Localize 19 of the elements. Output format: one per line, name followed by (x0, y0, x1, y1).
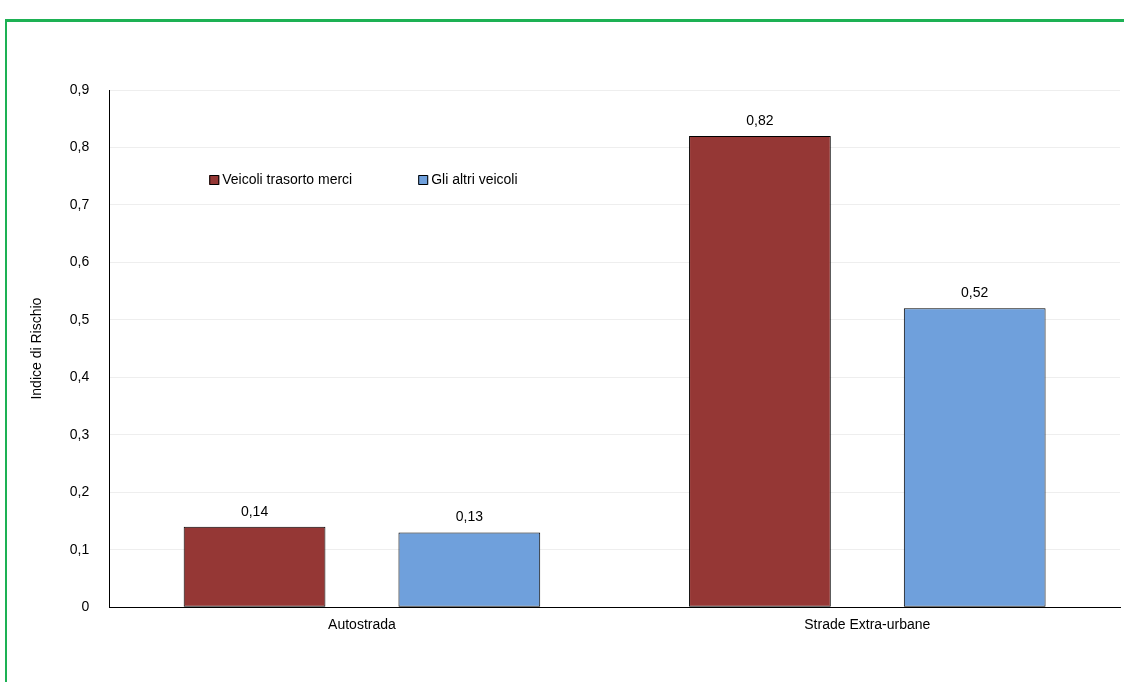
y-tick-label: 0,4 (69, 368, 90, 385)
y-tick-label: 0,1 (69, 540, 90, 557)
data-label: 0,14 (240, 502, 269, 519)
legend-label: Gli altri veicoli (431, 170, 518, 187)
legend-label: Veicoli trasorto merci (222, 170, 353, 187)
y-tick-label: 0 (81, 598, 90, 615)
x-tick-label: Autostrada (328, 616, 397, 633)
y-tick-label: 0,8 (69, 138, 90, 155)
y-tick-label: 0,5 (69, 310, 90, 327)
y-tick-label: 0,2 (69, 483, 90, 500)
data-label: 0,52 (961, 284, 989, 301)
data-label: 0,13 (455, 508, 484, 525)
data-label: 0,82 (746, 111, 774, 128)
x-tick-label: Strade Extra-urbane (804, 616, 931, 633)
y-tick-label: 0,7 (69, 195, 90, 212)
y-tick-label: 0,3 (69, 425, 90, 442)
y-tick-label: 0,6 (69, 253, 90, 270)
y-axis-title: Indice di Rischio (28, 297, 45, 400)
y-tick-label: 0,9 (69, 80, 90, 97)
